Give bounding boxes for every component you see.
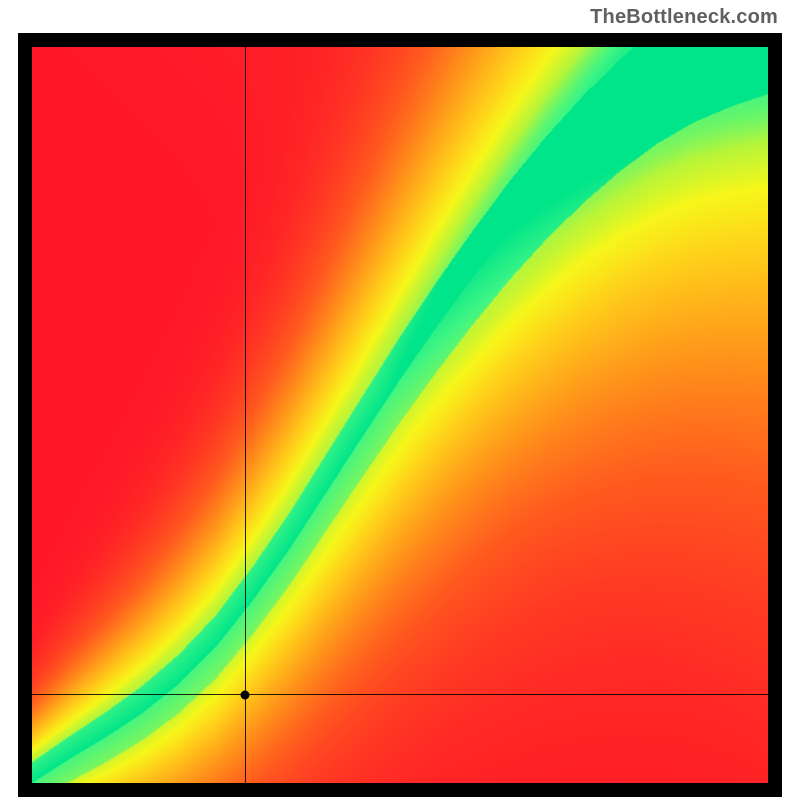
heatmap-canvas: [32, 47, 768, 783]
watermark-text: TheBottleneck.com: [590, 6, 778, 29]
crosshair-horizontal: [32, 694, 768, 695]
plot-area: [32, 47, 768, 783]
chart-frame: [18, 33, 782, 797]
crosshair-vertical: [245, 47, 246, 783]
data-point-marker: [241, 690, 250, 699]
